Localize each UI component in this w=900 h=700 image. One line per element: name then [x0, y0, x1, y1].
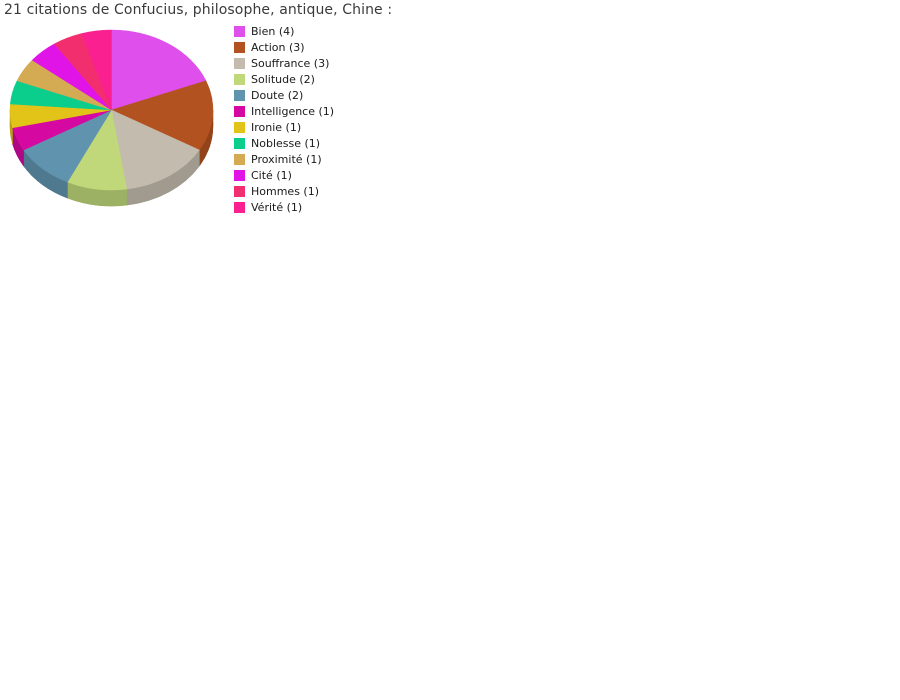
pie-slice-action	[110, 80, 214, 151]
legend-item-proximite: Proximité (1)	[234, 151, 334, 167]
legend-label: Ironie (1)	[251, 120, 302, 134]
legend-swatch-icon	[234, 73, 245, 85]
legend-swatch-icon	[234, 41, 245, 53]
legend-label: Hommes (1)	[251, 184, 320, 198]
legend-label: Proximité (1)	[251, 152, 322, 166]
legend-swatch-icon	[234, 105, 245, 117]
legend: Bien (4) Action (3) Souffrance (3) Solitude…	[234, 23, 334, 215]
legend-label: Noblesse (1)	[251, 136, 321, 150]
legend-item-ironie: Ironie (1)	[234, 119, 334, 135]
pie-slice-souffrance	[111, 109, 200, 190]
legend-swatch-icon	[234, 201, 245, 213]
legend-item-bien: Bien (4)	[234, 23, 334, 39]
legend-swatch-icon	[234, 185, 245, 197]
pie-slice-verite	[81, 29, 112, 111]
legend-label: Solitude (2)	[251, 72, 315, 86]
legend-label: Intelligence (1)	[251, 104, 335, 118]
legend-item-cite: Cité (1)	[234, 167, 334, 183]
legend-label: Cité (1)	[251, 168, 292, 182]
legend-label: Vérité (1)	[251, 200, 303, 214]
legend-label: Action (3)	[251, 40, 305, 54]
legend-item-solitude: Solitude (2)	[234, 71, 334, 87]
legend-label: Bien (4)	[251, 24, 295, 38]
legend-swatch-icon	[234, 121, 245, 133]
legend-label: Doute (2)	[251, 88, 304, 102]
pie-slice-bien	[111, 29, 207, 111]
legend-item-doute: Doute (2)	[234, 87, 334, 103]
legend-item-noblesse: Noblesse (1)	[234, 135, 334, 151]
legend-swatch-icon	[234, 89, 245, 101]
legend-item-intelligence: Intelligence (1)	[234, 103, 334, 119]
legend-item-verite: Vérité (1)	[234, 199, 334, 215]
chart-title: 21 citations de Confucius, philosophe, a…	[4, 2, 393, 18]
legend-item-souffrance: Souffrance (3)	[234, 55, 334, 71]
legend-label: Souffrance (3)	[251, 56, 330, 70]
legend-swatch-icon	[234, 169, 245, 181]
legend-item-action: Action (3)	[234, 39, 334, 55]
legend-swatch-icon	[234, 137, 245, 149]
legend-swatch-icon	[234, 153, 245, 165]
legend-swatch-icon	[234, 25, 245, 37]
legend-swatch-icon	[234, 57, 245, 69]
legend-item-hommes: Hommes (1)	[234, 183, 334, 199]
pie-chart	[9, 29, 214, 207]
